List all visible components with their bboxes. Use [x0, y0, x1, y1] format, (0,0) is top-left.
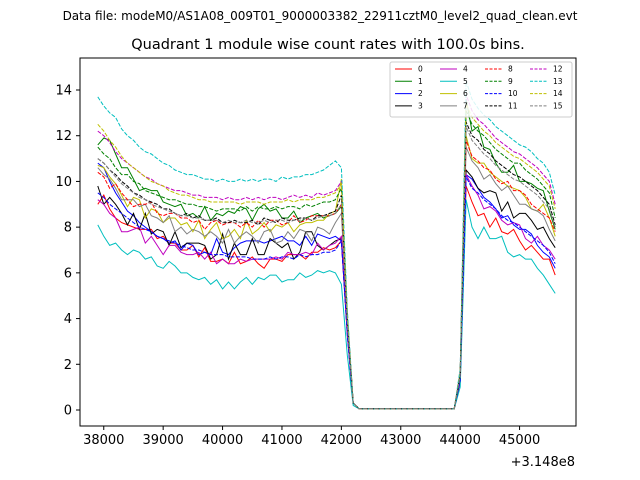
legend-label-15: 15	[553, 101, 563, 110]
series-line-4	[97, 172, 556, 410]
legend-label-0: 0	[418, 65, 423, 74]
chart-suptitle: Data file: modeM0/AS1A08_009T01_90000033…	[63, 9, 578, 23]
y-tick-label: 0	[64, 404, 72, 419]
legend-label-3: 3	[418, 101, 423, 110]
y-tick-label: 4	[64, 312, 72, 327]
series-line-7	[97, 146, 556, 410]
legend-box	[389, 61, 573, 118]
x-tick-label: 39000	[142, 433, 183, 448]
axes-frame	[79, 57, 577, 427]
y-tick-label: 2	[64, 358, 72, 373]
legend-label-12: 12	[553, 65, 563, 74]
x-tick-label: 38000	[83, 433, 124, 448]
x-tick-label: 42000	[321, 433, 362, 448]
axes: 38000 39000 40000 41000 42000 43000 44000 45000…	[55, 57, 577, 448]
legend-label-6: 6	[463, 89, 468, 98]
chart-title: Quadrant 1 module wise count rates with …	[131, 37, 525, 53]
series-line-9	[97, 110, 556, 410]
y-tick-label: 12	[55, 129, 72, 144]
series-line-12	[97, 94, 556, 410]
legend-label-9: 9	[508, 77, 513, 86]
series-line-8	[97, 140, 556, 410]
legend-label-5: 5	[463, 77, 468, 86]
series-line-5	[97, 199, 556, 410]
series-line-15	[97, 126, 556, 410]
y-tick-label: 10	[55, 175, 72, 190]
series-line-14	[97, 103, 556, 410]
x-tick-label: 43000	[380, 433, 421, 448]
y-tick-label: 6	[64, 266, 72, 281]
series-line-6	[97, 135, 556, 410]
legend-label-13: 13	[553, 77, 563, 86]
legend-label-14: 14	[553, 89, 563, 98]
legend-label-4: 4	[463, 65, 468, 74]
y-tick-label: 8	[64, 221, 72, 236]
plot-area	[97, 80, 556, 410]
series-line-10	[97, 174, 556, 410]
x-tick-label: 40000	[202, 433, 243, 448]
series-line-2	[97, 162, 556, 410]
legend-label-11: 11	[508, 101, 518, 110]
legend-label-10: 10	[508, 89, 518, 98]
legend-label-8: 8	[508, 65, 513, 74]
x-tick-label: 41000	[261, 433, 302, 448]
legend-label-1: 1	[418, 77, 423, 86]
legend-label-2: 2	[418, 89, 423, 98]
x-tick-label: 45000	[499, 433, 540, 448]
x-tick-label: 44000	[439, 433, 480, 448]
legend-label-7: 7	[463, 101, 468, 110]
y-tick-label: 14	[55, 84, 72, 99]
x-offset-label: +3.148e8	[511, 455, 575, 470]
